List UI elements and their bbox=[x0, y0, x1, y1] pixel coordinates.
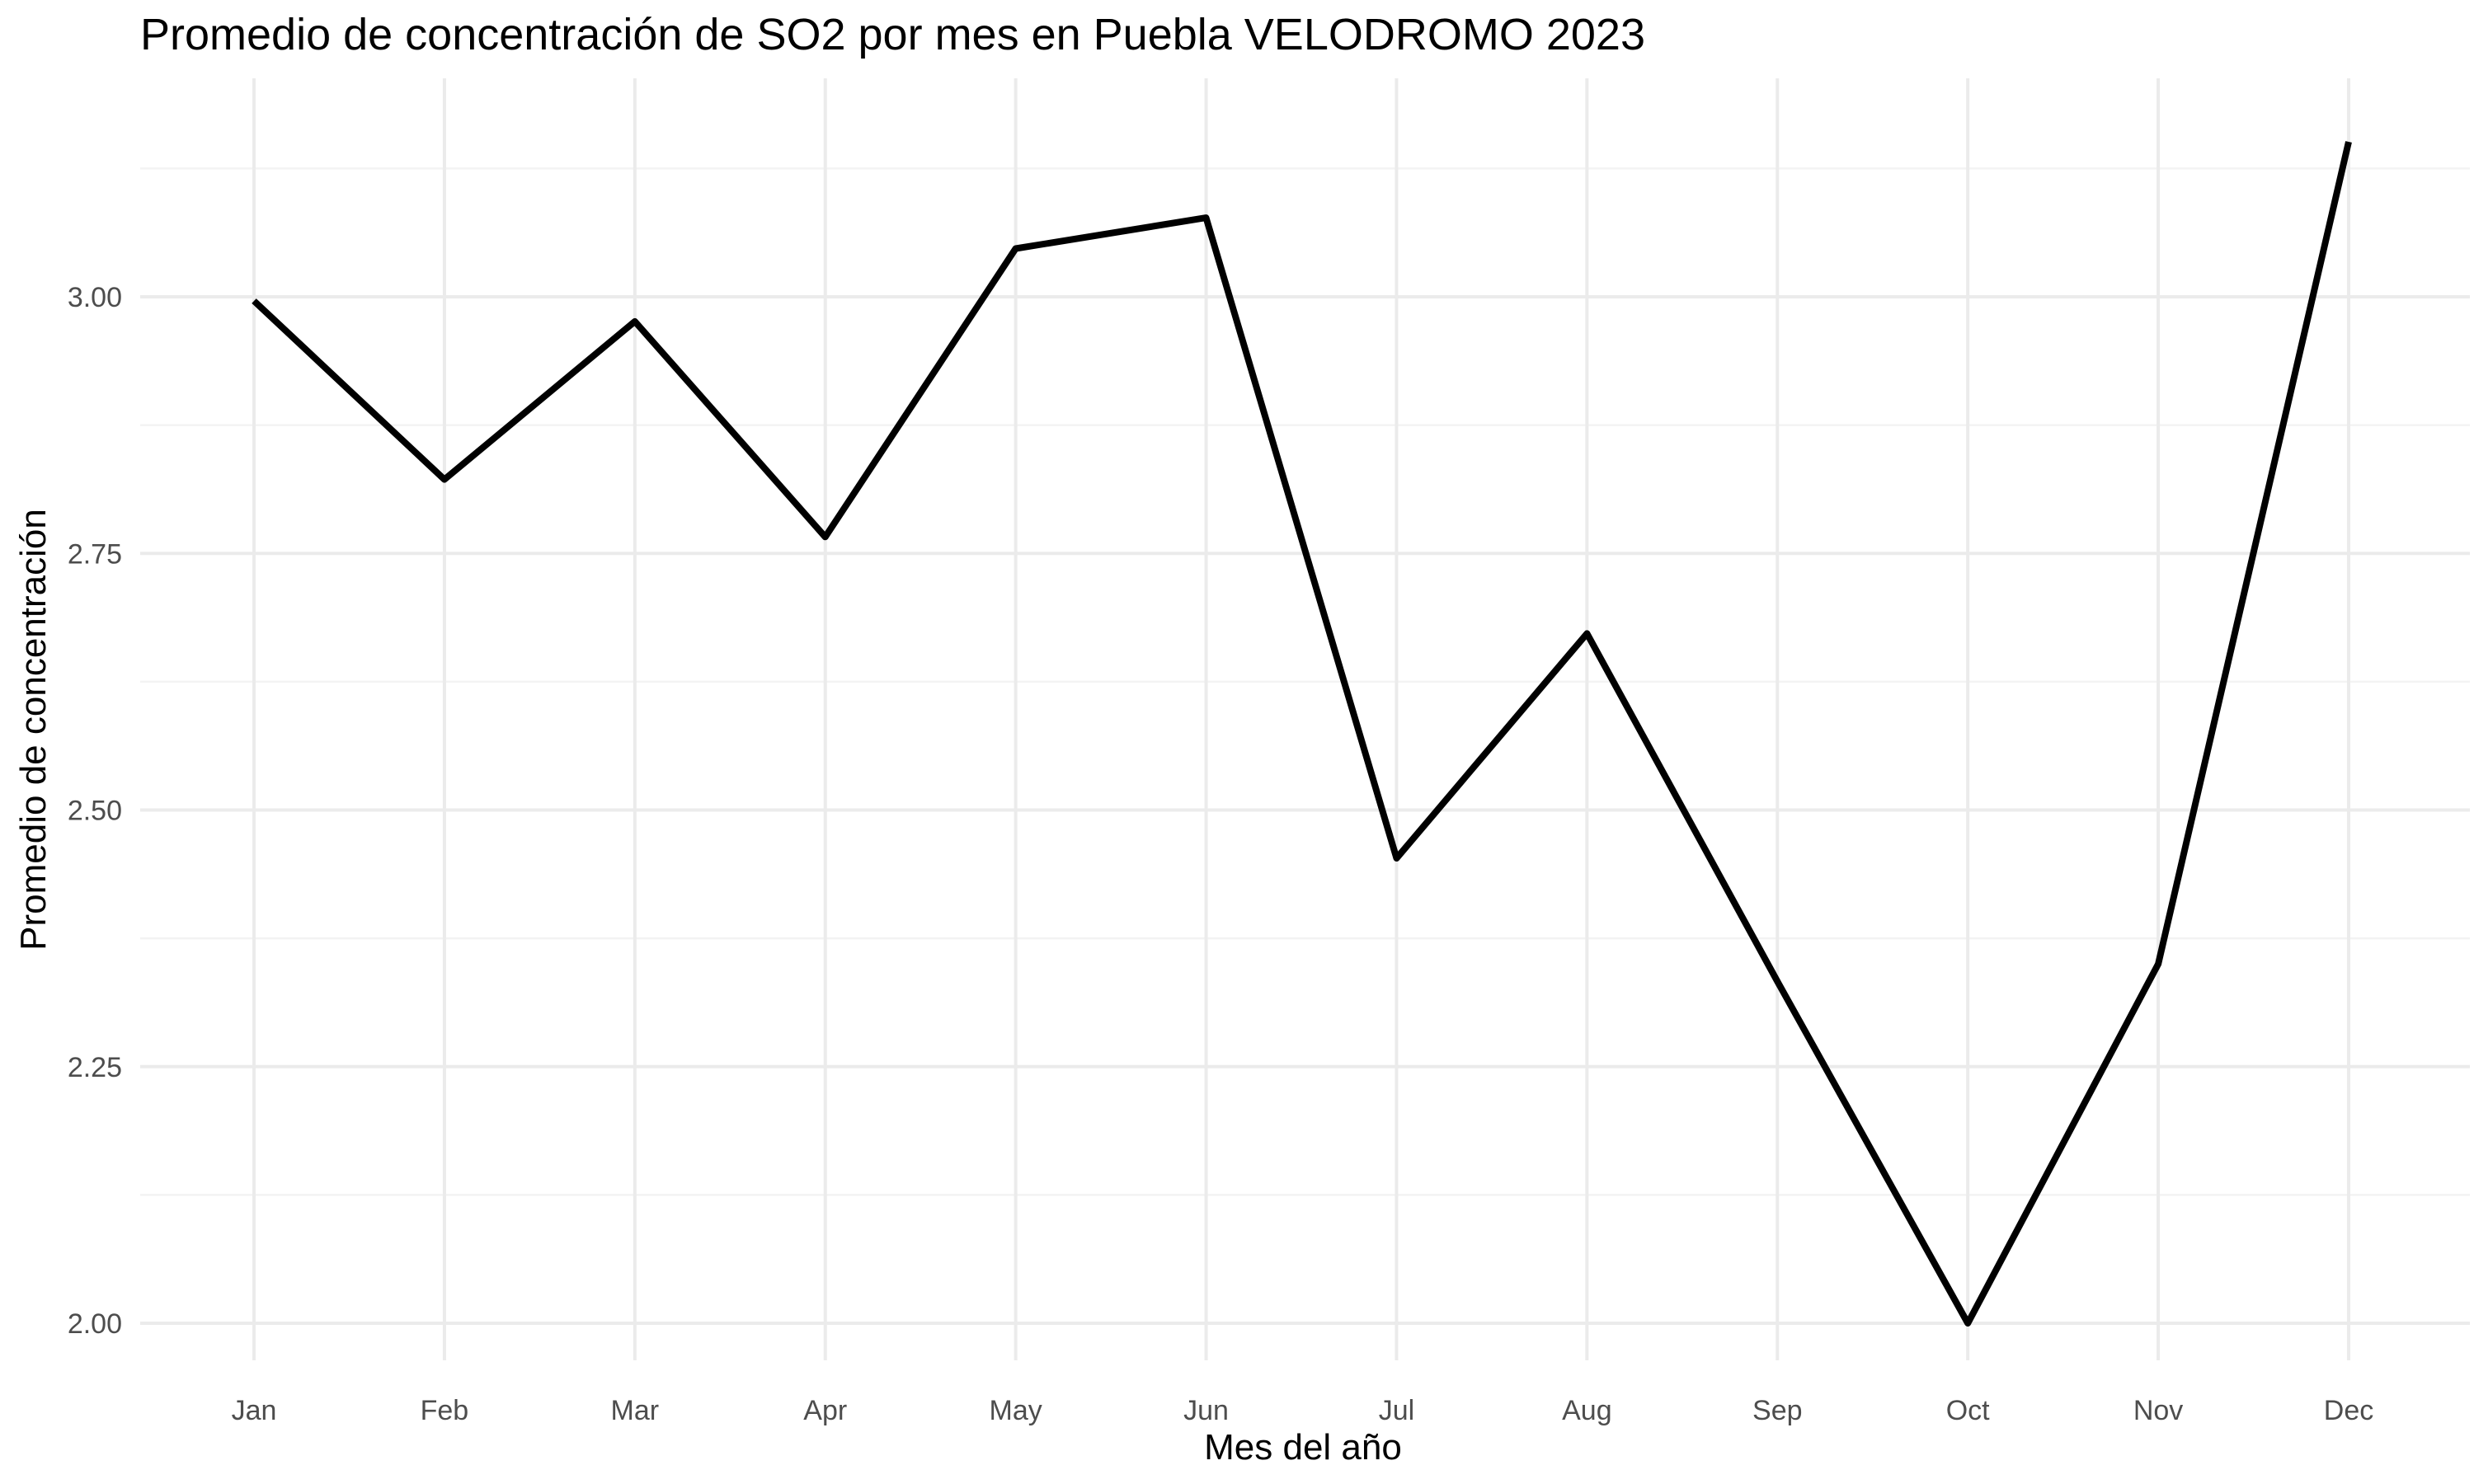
y-tick-label: 2.00 bbox=[68, 1308, 122, 1340]
y-tick-label: 2.75 bbox=[68, 538, 122, 570]
y-tick-label: 2.50 bbox=[68, 796, 122, 827]
x-tick-label: Jan bbox=[232, 1395, 277, 1426]
x-axis-title: Mes del año bbox=[1204, 1427, 1402, 1468]
x-tick-label: Apr bbox=[803, 1395, 847, 1426]
x-tick-label: Nov bbox=[2133, 1395, 2183, 1426]
x-tick-label: Jul bbox=[1379, 1395, 1414, 1426]
y-axis-title: Promedio de concentración bbox=[13, 509, 54, 951]
series-layer bbox=[252, 141, 2352, 1327]
x-tick-label: Feb bbox=[421, 1395, 469, 1426]
y-axis-ticks: 2.00 2.25 2.50 2.75 3.00 bbox=[68, 282, 122, 1340]
major-gridlines bbox=[140, 78, 2470, 1360]
series-line bbox=[252, 141, 2352, 1327]
y-tick-label: 2.25 bbox=[68, 1052, 122, 1083]
x-tick-label: Sep bbox=[1752, 1395, 1803, 1426]
chart-title: Promedio de concentración de SO2 por mes… bbox=[140, 10, 1645, 59]
y-tick-label: 3.00 bbox=[68, 282, 122, 313]
x-tick-label: Dec bbox=[2324, 1395, 2373, 1426]
x-tick-label: Jun bbox=[1183, 1395, 1229, 1426]
minor-gridlines bbox=[140, 167, 2470, 1196]
x-tick-label: Aug bbox=[1562, 1395, 1612, 1426]
x-axis-ticks: Jan Feb Mar Apr May Jun Jul Aug Sep Oct Nov Dec bbox=[232, 1395, 2374, 1426]
x-tick-label: Oct bbox=[1946, 1395, 1990, 1426]
x-tick-label: May bbox=[990, 1395, 1042, 1426]
x-tick-label: Mar bbox=[611, 1395, 660, 1426]
